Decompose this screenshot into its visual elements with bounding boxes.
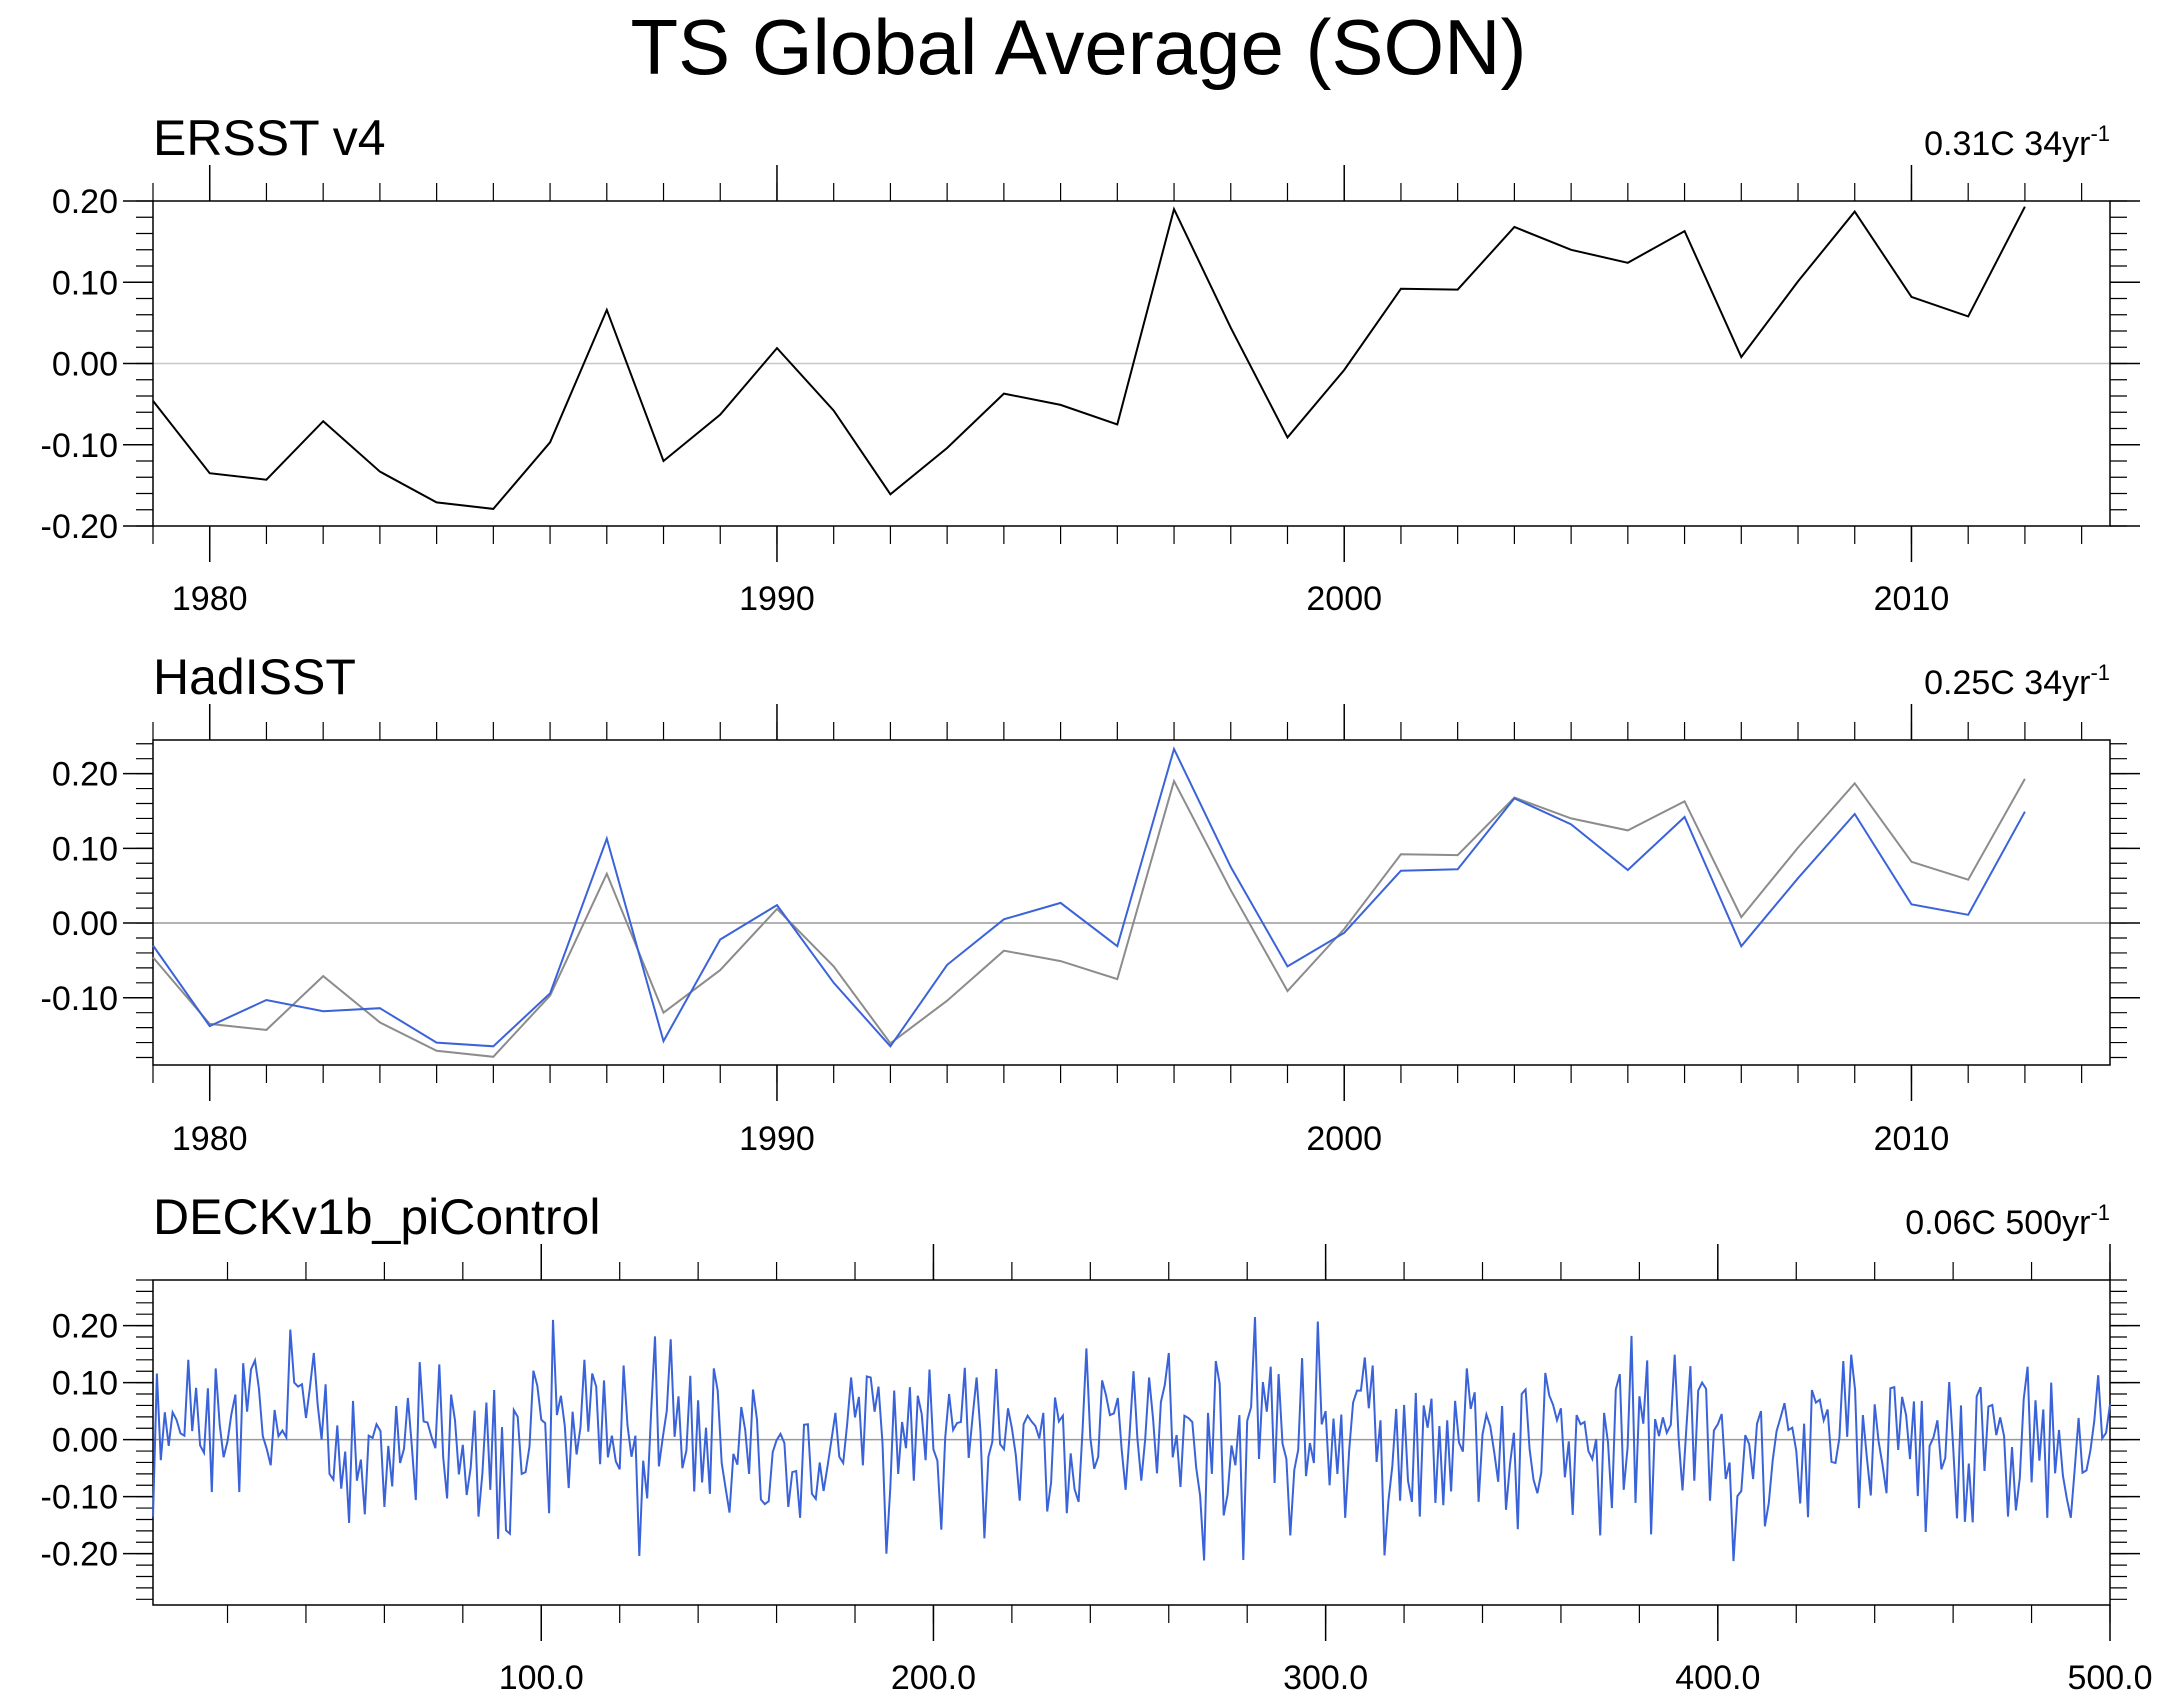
x-tick-label: 2000 <box>1306 1120 1382 1158</box>
x-tick-label: 200.0 <box>891 1659 976 1697</box>
y-tick-label: -0.10 <box>41 427 119 465</box>
y-tick-label: 0.20 <box>52 1308 118 1346</box>
x-tick-label: 2010 <box>1874 580 1950 618</box>
y-tick-label: -0.10 <box>41 980 119 1018</box>
y-tick-label: -0.20 <box>41 1536 119 1574</box>
y-tick-label: 0.10 <box>52 1365 118 1403</box>
panel-title: ERSST v4 <box>153 110 386 166</box>
panel-title: HadISST <box>153 649 356 705</box>
y-tick-label: -0.10 <box>41 1479 119 1517</box>
trend-label: 0.31C 34yr-1 <box>1924 121 2110 163</box>
series-line-hadisst <box>152 746 2026 1048</box>
panel-title: DECKv1b_piControl <box>153 1189 600 1245</box>
panel-1: -0.20 -0.10 0.00 0.10 0.20 1980 1990 2000 2010 ER… <box>41 110 2140 618</box>
panel-2: -0.10 0.00 0.10 0.20 1980 1990 2000 2010 HadISST… <box>41 649 2140 1158</box>
series-line-ersst-v4 <box>152 778 2026 1058</box>
y-tick-label: 0.10 <box>52 830 118 868</box>
panel-3: -0.20 -0.10 0.00 0.10 0.20 100.0 200.0 300.0 400… <box>41 1189 2153 1697</box>
plot-frame <box>152 739 2111 1066</box>
series-line-deckv1b-picontrol <box>152 1317 2111 1562</box>
y-tick-label: 0.00 <box>52 1422 118 1460</box>
trend-label: 0.25C 34yr-1 <box>1924 660 2110 702</box>
x-tick-label: 500.0 <box>2067 1659 2152 1697</box>
y-tick-label: 0.20 <box>52 183 118 221</box>
y-tick-label: -0.20 <box>41 508 119 546</box>
main-title: TS Global Average (SON) <box>630 3 1527 91</box>
y-tick-label: 0.00 <box>52 905 118 943</box>
x-tick-label: 2000 <box>1306 580 1382 618</box>
x-tick-label: 300.0 <box>1283 1659 1368 1697</box>
x-tick-label: 1990 <box>739 580 815 618</box>
y-tick-label: 0.00 <box>52 346 118 384</box>
x-tick-label: 100.0 <box>499 1659 584 1697</box>
plot-frame <box>152 1279 2111 1606</box>
x-tick-label: 2010 <box>1874 1120 1950 1158</box>
series-line-ersst-v4 <box>152 206 2026 510</box>
trend-label: 0.06C 500yr-1 <box>1905 1200 2110 1242</box>
x-tick-label: 400.0 <box>1675 1659 1760 1697</box>
x-tick-label: 1990 <box>739 1120 815 1158</box>
x-tick-label: 1980 <box>172 1120 248 1158</box>
y-tick-label: 0.20 <box>52 756 118 794</box>
x-tick-label: 1980 <box>172 580 248 618</box>
y-tick-label: 0.10 <box>52 264 118 302</box>
